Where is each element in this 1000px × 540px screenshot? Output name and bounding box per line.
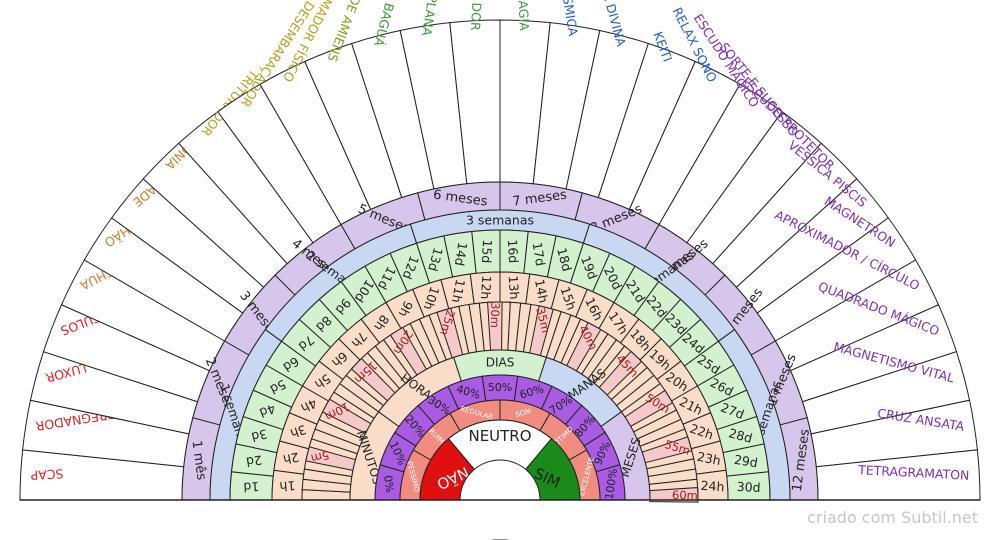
day-label: 28d — [727, 425, 754, 446]
day-label: 3d — [250, 426, 269, 445]
percent-label: 100% — [603, 467, 620, 500]
day-label: 15d — [479, 239, 495, 264]
hour-label: 5h — [312, 371, 334, 392]
hour-label: 14h — [532, 278, 551, 304]
section-label: DIAS — [486, 356, 515, 370]
week-label: 3 semanas — [466, 213, 534, 228]
day-label: 30d — [736, 479, 761, 495]
hour-label: 23h — [696, 449, 722, 468]
day-label: 13d — [425, 246, 446, 273]
remedy-label: ANTI DOR — [468, 0, 486, 31]
remedies-ring: SCAPDESIMPREGNADORLUXORNOVE CÍRCULOSYOSH… — [19, 0, 981, 501]
minute-mark-label: 30m — [488, 302, 503, 328]
day-label: 1d — [243, 479, 260, 495]
day-label: 16d — [505, 239, 521, 264]
day-label: 2d — [245, 452, 263, 469]
month-label: 6 meses — [432, 188, 488, 210]
credit-text: criado com Subtil.net — [807, 508, 978, 527]
remedy-label: SCAP — [30, 466, 64, 483]
hour-label: 12h — [478, 275, 495, 300]
hour-label: 11h — [449, 278, 468, 304]
day-label: 4d — [257, 401, 277, 421]
hour-label: 4h — [299, 396, 320, 416]
day-label: 6d — [280, 354, 301, 375]
hour-label: 2h — [282, 450, 301, 468]
remedy-label: TETRAGRAMATON — [857, 462, 970, 483]
minute-mark-label: 5m — [309, 448, 330, 466]
hour-label: 10h — [421, 285, 443, 312]
day-label: 17d — [530, 241, 549, 267]
hour-label: 15h — [558, 285, 580, 312]
hour-label: 1h — [279, 478, 296, 494]
quality-label: BOM — [514, 407, 532, 419]
day-label: 29d — [733, 452, 759, 471]
day-label: 14d — [452, 241, 471, 267]
day-label: 18d — [554, 246, 575, 273]
hour-label: 24h — [700, 478, 725, 495]
hour-label: 3h — [288, 422, 308, 441]
month-label: 7 meses — [512, 188, 568, 210]
hour-label: 13h — [506, 275, 523, 300]
neutral-label: NEUTRO — [468, 427, 531, 445]
hour-label: 9h — [396, 299, 416, 320]
hour-label: 8h — [371, 312, 392, 334]
month-label: 1 mês — [189, 440, 209, 482]
day-label: 5d — [268, 377, 289, 398]
minute-mark-label: 35m — [533, 306, 553, 334]
minute-mark-label: 60m — [672, 488, 698, 503]
percent-ring: 0%10%20%30%40% 50% 60%70%80%90%100% — [374, 374, 626, 501]
remedy-label: ANTI MAGIA — [513, 0, 532, 31]
percent-label: 50% — [488, 381, 512, 394]
percent-label: 0% — [381, 474, 396, 493]
hour-label: 22h — [688, 421, 715, 443]
pivot-mask — [458, 500, 542, 540]
